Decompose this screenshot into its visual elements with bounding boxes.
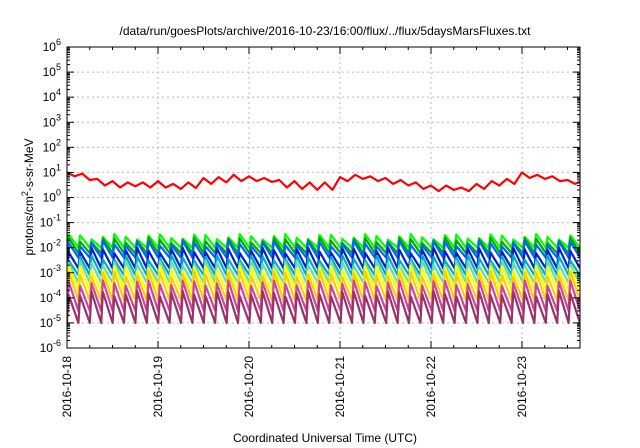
y-tick-label-base: 10 <box>40 241 54 255</box>
y-tick-label-exp: 0 <box>56 188 61 198</box>
y-axis-title-sup: 2 <box>20 191 30 196</box>
y-tick-label-base: 10 <box>43 40 57 54</box>
chart-title: /data/run/goesPlots/archive/2016-10-23/1… <box>120 24 532 38</box>
series-line-3 <box>67 236 580 255</box>
y-tick-label-exp: -4 <box>53 288 61 298</box>
x-tick-label: 2016-10-22 <box>424 356 438 418</box>
y-tick-label-base: 10 <box>43 65 57 79</box>
series-line-10 <box>67 279 580 312</box>
series-line-6 <box>67 254 580 277</box>
y-tick-label-exp: 5 <box>56 62 61 72</box>
y-tick-label-base: 10 <box>43 191 57 205</box>
series-line-2 <box>67 232 580 249</box>
x-tick-label: 2016-10-23 <box>515 356 529 418</box>
y-tick-label-exp: 4 <box>56 87 61 97</box>
y-tick-label-exp: 6 <box>56 37 61 47</box>
x-axis-ticks: 2016-10-18 2016-10-19 2016-10-20 2016-10-21… <box>60 47 568 417</box>
y-tick-label: 106 <box>43 37 61 54</box>
x-tick-label: 2016-10-18 <box>60 356 74 418</box>
x-tick-label: 2016-10-19 <box>151 356 165 418</box>
y-tick-label-base: 10 <box>40 316 54 330</box>
series-line-5 <box>67 246 580 270</box>
y-axis-ticks: 10-610-510-410-310-210-11001011021031041… <box>40 37 580 355</box>
x-axis-title: Coordinated Universal Time (UTC) <box>233 431 417 445</box>
y-tick-label-exp: 1 <box>56 162 61 172</box>
series-line-11 <box>67 289 580 324</box>
y-tick-label: 10-1 <box>40 213 61 230</box>
y-tick-label-exp: -6 <box>53 338 61 348</box>
y-tick-label-base: 10 <box>40 216 54 230</box>
y-tick-label-base: 10 <box>40 341 54 355</box>
y-tick-label: 10-4 <box>40 288 61 305</box>
y-tick-label-exp: -1 <box>53 213 61 223</box>
series-line-8 <box>67 264 580 292</box>
series-line-1 <box>67 171 580 193</box>
y-axis-title-rest: -s-sr-MeV <box>22 138 36 191</box>
y-tick-label-exp: -5 <box>53 313 61 323</box>
y-tick-label-base: 10 <box>40 266 54 280</box>
y-tick-label: 100 <box>43 188 61 205</box>
y-axis-title: protons/cm2-s-sr-MeV <box>20 138 36 255</box>
series-line-4 <box>67 239 580 259</box>
y-tick-label: 10-5 <box>40 313 61 330</box>
y-tick-label: 10-6 <box>40 338 61 355</box>
y-tick-label-exp: 2 <box>56 137 61 147</box>
y-tick-label-base: 10 <box>43 165 57 179</box>
y-tick-label-base: 10 <box>43 140 57 154</box>
y-axis-title-base: protons/cm <box>22 196 36 255</box>
y-tick-label-exp: 3 <box>56 112 61 122</box>
series-lines <box>67 171 580 324</box>
series-line-7 <box>67 259 580 284</box>
y-tick-label-base: 10 <box>40 291 54 305</box>
y-tick-label-base: 10 <box>43 90 57 104</box>
y-tick-label-exp: -3 <box>53 263 61 273</box>
x-tick-label: 2016-10-20 <box>242 356 256 418</box>
y-tick-label-exp: -2 <box>53 238 61 248</box>
y-tick-label: 105 <box>43 62 61 79</box>
y-tick-label: 101 <box>43 162 61 179</box>
series-line-9 <box>67 270 580 302</box>
y-tick-label: 104 <box>43 87 61 104</box>
y-tick-label: 10-2 <box>40 238 61 255</box>
y-tick-label: 103 <box>43 112 61 129</box>
y-tick-label-base: 10 <box>43 115 57 129</box>
y-tick-label: 102 <box>43 137 61 154</box>
y-tick-label: 10-3 <box>40 263 61 280</box>
x-tick-label: 2016-10-21 <box>333 356 347 418</box>
